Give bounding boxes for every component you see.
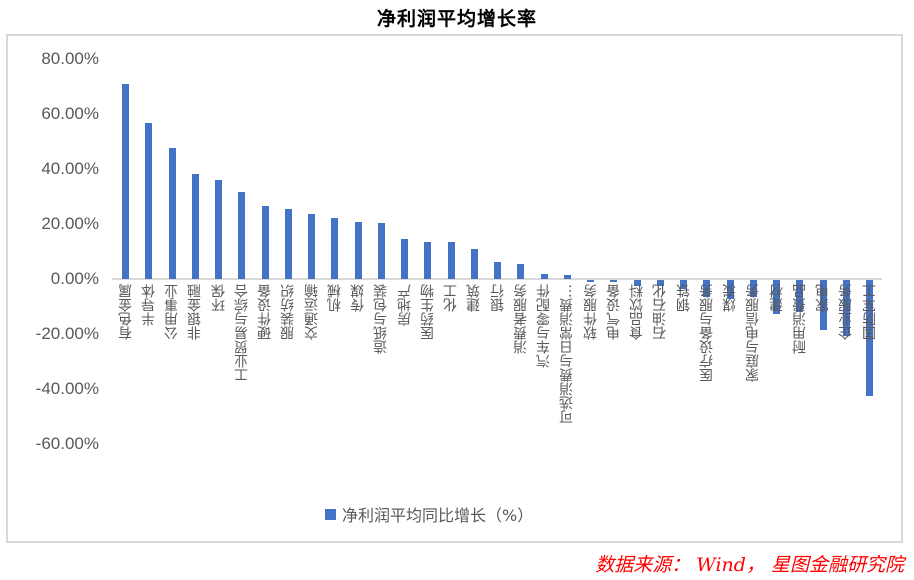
x-tick-label: 建材	[768, 284, 785, 312]
x-tick-label: 钢铁	[675, 284, 692, 312]
bar	[866, 280, 873, 397]
y-tick-label: 0.00%	[50, 269, 99, 288]
x-tick-label: 消费者服务	[512, 284, 529, 354]
x-tick-label: 医药生物	[419, 284, 436, 340]
x-tick-label: 半导体	[140, 284, 157, 326]
y-tick-label: -40.00%	[35, 379, 99, 398]
x-tick-label: 石油石化	[652, 284, 669, 340]
bar	[819, 280, 827, 331]
x-tick-label: 化工	[443, 284, 459, 312]
x-tick-label: 交通运输	[303, 284, 320, 340]
bar	[610, 280, 618, 283]
y-tick-label: -20.00%	[35, 324, 99, 343]
x-tick-label: 有色金属	[117, 284, 134, 340]
bar	[517, 264, 525, 279]
bar	[238, 192, 246, 279]
x-tick-label: 公用事业	[164, 284, 180, 340]
x-tick-label: 造纸与包装	[373, 284, 390, 354]
x-axis-line	[112, 278, 882, 280]
bar	[773, 280, 780, 315]
bar	[122, 84, 129, 279]
x-tick-label: 建筑	[466, 284, 483, 312]
bar	[261, 206, 269, 279]
bar	[726, 280, 734, 299]
x-tick-label: 煤炭	[722, 284, 738, 312]
x-tick-label: 服装纺织	[280, 284, 297, 340]
x-tick-label: 家电	[815, 284, 831, 312]
x-tick-label: 国防军工	[861, 284, 878, 340]
x-tick-label: 非银金融	[187, 284, 204, 340]
x-tick-label: 环保	[210, 284, 227, 312]
bar	[354, 222, 362, 279]
bar	[703, 280, 711, 298]
bar	[331, 217, 339, 279]
bar	[284, 208, 292, 279]
bar	[215, 180, 222, 279]
x-tick-label: 汽车与零配件	[536, 284, 552, 368]
legend-swatch-icon	[325, 508, 336, 520]
legend-label: 净利润平均同比增长（%）	[342, 506, 534, 525]
chart-frame	[6, 34, 903, 543]
bar	[656, 280, 664, 287]
x-tick-label: 食品饮料	[629, 284, 645, 340]
x-tick-label: 房地产	[396, 284, 413, 326]
x-tick-label: 工业贸易与综合	[233, 284, 250, 382]
x-tick-label: 银行	[489, 284, 506, 312]
y-tick-label: 60.00%	[41, 104, 99, 123]
y-tick-label: 80.00%	[41, 49, 99, 68]
bar	[494, 261, 501, 279]
x-tick-label: 可选消费与日常消费…	[559, 284, 576, 424]
y-tick-label: 20.00%	[41, 214, 99, 233]
bar	[633, 280, 641, 287]
x-tick-label: 电气设备	[605, 284, 622, 340]
bar	[168, 148, 176, 279]
bar	[470, 249, 478, 279]
bar	[540, 274, 548, 279]
bar	[401, 239, 408, 279]
bar	[447, 242, 455, 279]
bar	[145, 123, 153, 279]
x-tick-label: 医疗设备与服务	[698, 284, 715, 382]
bar	[308, 214, 315, 279]
source-note: 数据来源： Wind， 星图金融研究院	[595, 554, 904, 576]
x-tick-label: 软件服务	[582, 284, 599, 340]
y-tick-label: 40.00%	[41, 159, 99, 178]
bar	[424, 242, 432, 279]
x-tick-label: 传媒	[350, 284, 366, 312]
bar	[749, 280, 757, 298]
x-tick-label: 企业服务	[838, 284, 855, 340]
y-tick-label: -60.00%	[35, 434, 99, 453]
bar	[680, 280, 687, 290]
bar	[563, 274, 571, 279]
bar	[587, 280, 594, 283]
legend: 净利润平均同比增长（%）	[325, 502, 533, 526]
bar	[842, 280, 850, 337]
bar	[377, 222, 385, 279]
bar	[191, 173, 199, 279]
x-tick-label: 耐用消费品	[791, 284, 808, 354]
x-tick-label: 硬件设备	[257, 284, 273, 340]
x-tick-label: 机械	[326, 284, 343, 312]
chart-title: 净利润平均增长率	[376, 8, 537, 30]
x-tick-label: 家庭与电信服务	[745, 284, 762, 382]
bar	[796, 280, 804, 312]
